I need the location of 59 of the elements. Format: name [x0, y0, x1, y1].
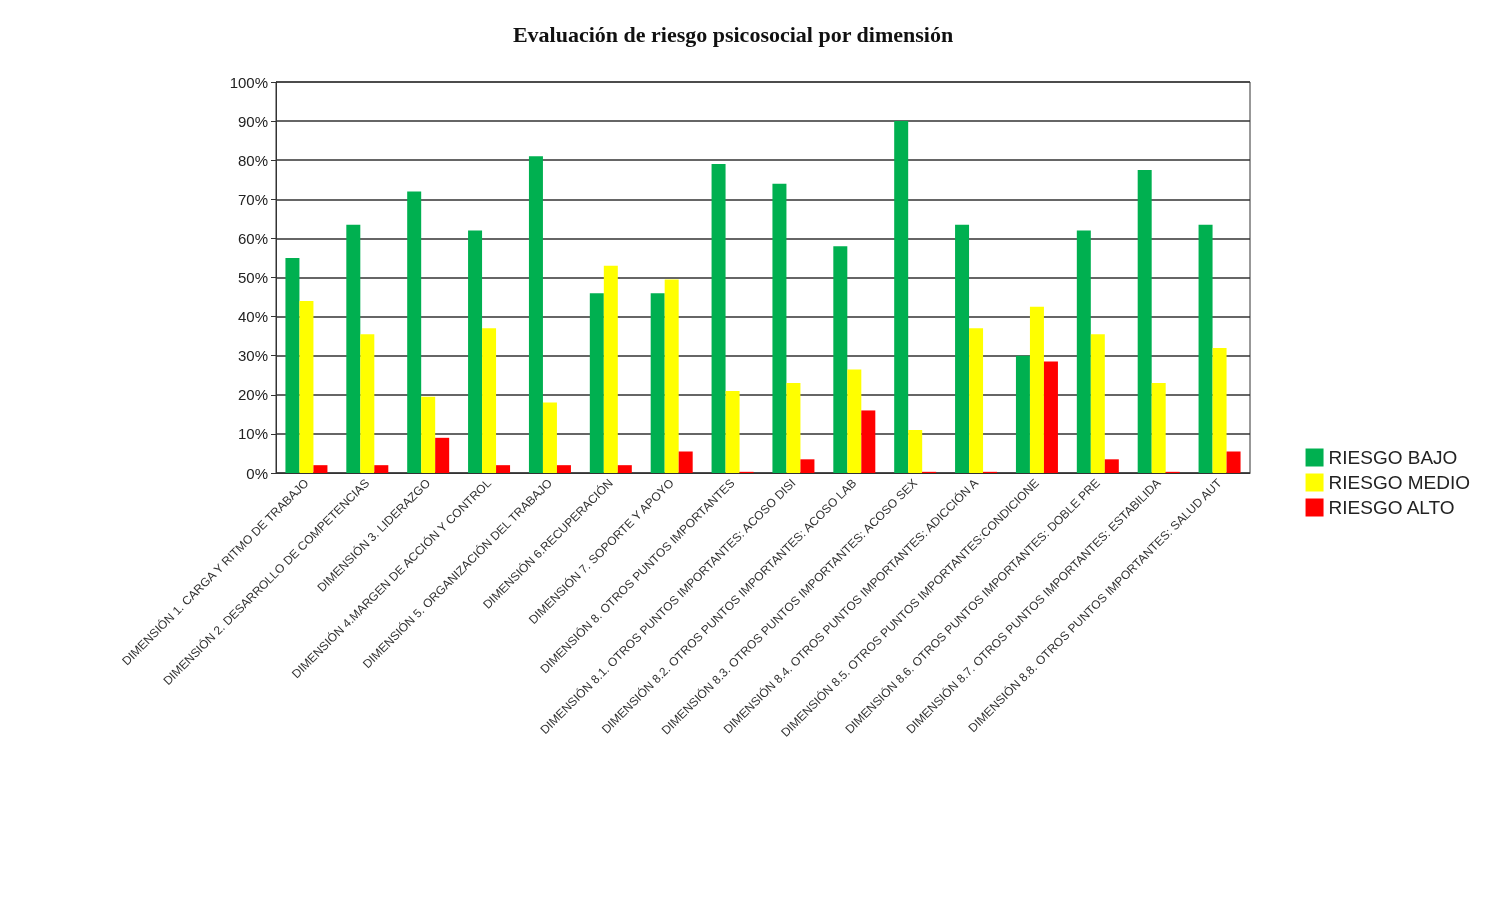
bar — [589, 293, 604, 473]
bar — [617, 465, 632, 473]
bar — [908, 429, 923, 473]
y-tick-label: 70% — [237, 190, 268, 208]
y-tick-label: 30% — [237, 347, 268, 365]
bar — [725, 390, 740, 473]
bar — [833, 246, 848, 473]
bar — [847, 369, 862, 473]
bar — [496, 465, 511, 473]
bar — [285, 257, 300, 473]
bar — [664, 279, 679, 473]
y-tick-label: 40% — [237, 308, 268, 326]
legend-label: RIESGO BAJO — [1328, 447, 1458, 468]
y-tick-label: 100% — [229, 73, 268, 91]
bar — [1151, 383, 1166, 473]
bar — [528, 156, 543, 473]
bar — [1076, 230, 1091, 473]
legend-label: RIESGO ALTO — [1328, 497, 1455, 518]
y-tick-label: 10% — [237, 425, 268, 443]
bar — [482, 328, 497, 473]
bar — [360, 334, 375, 473]
chart-title: Evaluación de riesgo psicosocial por dimensión — [512, 21, 954, 47]
bar — [1104, 459, 1119, 473]
bar — [772, 183, 787, 473]
bar — [1043, 361, 1058, 473]
bar — [800, 459, 815, 473]
bar — [1015, 355, 1030, 473]
y-tick-label: 90% — [237, 112, 268, 130]
bar — [969, 328, 984, 473]
bar — [421, 396, 436, 473]
y-tick-label: 0% — [246, 464, 268, 482]
y-tick-label: 80% — [237, 151, 268, 169]
bar — [861, 410, 876, 473]
bar — [786, 383, 801, 473]
bar — [556, 465, 571, 473]
bar — [346, 224, 361, 473]
bar — [603, 265, 618, 473]
bar — [542, 402, 557, 473]
bar — [1198, 224, 1213, 473]
y-tick-label: 50% — [237, 269, 268, 286]
legend-label: RIESGO MEDIO — [1328, 472, 1471, 493]
bar — [1090, 334, 1105, 473]
bar — [894, 121, 909, 473]
bar — [1226, 451, 1241, 473]
bar — [650, 293, 665, 473]
bar — [468, 230, 483, 473]
bar — [678, 451, 693, 473]
bar — [299, 300, 314, 473]
bar — [1212, 347, 1227, 473]
bar — [1137, 169, 1152, 473]
bar — [407, 191, 422, 473]
y-tick-label: 20% — [237, 386, 268, 404]
bar — [711, 164, 726, 473]
bar — [374, 465, 389, 473]
bar — [1029, 306, 1044, 473]
bar — [955, 224, 970, 473]
bar — [435, 437, 450, 473]
bar — [313, 465, 328, 473]
y-tick-label: 60% — [237, 229, 268, 247]
